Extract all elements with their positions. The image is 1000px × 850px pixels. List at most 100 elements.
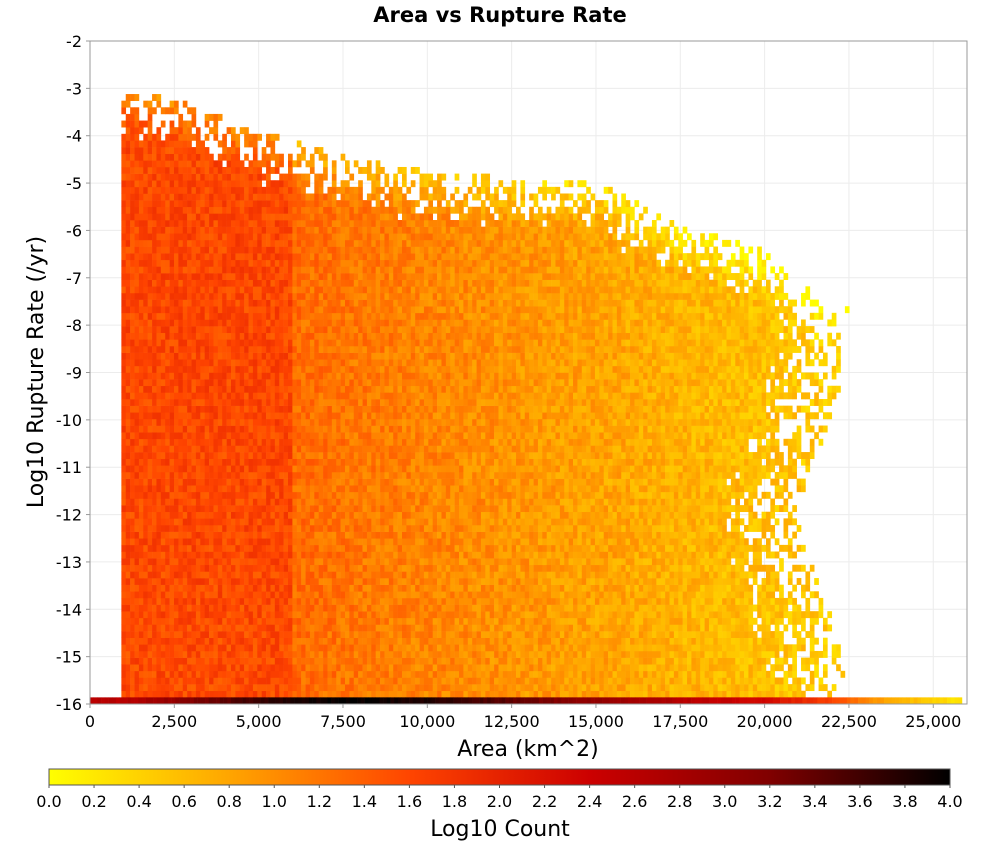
- heatmap-cell: [362, 571, 368, 579]
- heatmap-cell: [358, 432, 363, 440]
- heatmap-cell: [371, 578, 376, 585]
- heatmap-cell: [178, 306, 184, 314]
- heatmap-cell: [318, 345, 324, 353]
- heatmap-cell: [160, 339, 166, 347]
- heatmap-cell: [266, 564, 271, 572]
- heatmap-cell: [248, 432, 254, 440]
- heatmap-cell: [239, 670, 245, 678]
- heatmap-cell: [152, 524, 157, 532]
- heatmap-cell: [371, 312, 376, 320]
- heatmap-cell: [209, 637, 214, 645]
- heatmap-cell: [274, 471, 280, 479]
- heatmap-cell: [327, 299, 333, 307]
- heatmap-cell: [134, 664, 140, 672]
- heatmap-cell: [152, 133, 157, 141]
- heatmap-cell: [134, 412, 140, 420]
- heatmap-cell: [156, 518, 162, 526]
- heatmap-cell: [200, 259, 205, 267]
- heatmap-cell: [327, 657, 333, 665]
- heatmap-cell: [314, 345, 319, 353]
- heatmap-cell: [318, 544, 324, 552]
- heatmap-cell: [252, 379, 258, 387]
- heatmap-cell: [173, 551, 179, 559]
- heatmap-cell: [248, 239, 254, 247]
- heatmap-cell: [274, 578, 280, 585]
- heatmap-cell: [287, 564, 293, 572]
- heatmap-cell: [230, 432, 236, 440]
- heatmap-cell: [156, 578, 162, 585]
- heatmap-cell: [130, 452, 135, 459]
- heatmap-cell: [130, 133, 135, 141]
- heatmap-cell: [138, 584, 144, 592]
- heatmap-cell: [266, 485, 271, 493]
- heatmap-cell: [187, 259, 192, 267]
- heatmap-cell: [257, 624, 262, 632]
- heatmap-cell: [301, 690, 306, 698]
- heatmap-cell: [318, 418, 324, 426]
- heatmap-cell: [371, 359, 376, 367]
- heatmap-cell: [200, 359, 205, 367]
- heatmap-cell: [375, 193, 381, 201]
- heatmap-cell: [252, 259, 258, 267]
- heatmap-cell: [366, 664, 372, 672]
- heatmap-cell: [138, 326, 144, 334]
- heatmap-cell: [130, 425, 135, 433]
- heatmap-cell: [296, 524, 302, 532]
- heatmap-cell: [156, 365, 162, 373]
- heatmap-cell: [371, 352, 376, 360]
- heatmap-cell: [213, 650, 219, 658]
- heatmap-cell: [252, 684, 258, 692]
- heatmap-cell: [143, 511, 148, 519]
- heatmap-cell: [345, 438, 350, 446]
- heatmap-cell: [213, 505, 219, 513]
- heatmap-cell: [279, 650, 284, 658]
- heatmap-cell: [147, 518, 153, 526]
- heatmap-cell: [327, 200, 333, 208]
- heatmap-cell: [309, 544, 315, 552]
- heatmap-cell: [222, 445, 227, 453]
- heatmap-cell: [125, 326, 131, 334]
- heatmap-cell: [301, 379, 306, 387]
- heatmap-cell: [287, 438, 293, 446]
- heatmap-cell: [152, 677, 157, 685]
- heatmap-cell: [230, 657, 236, 665]
- heatmap-cell: [147, 677, 153, 685]
- heatmap-cell: [353, 452, 359, 459]
- heatmap-cell: [152, 233, 157, 241]
- heatmap-cell: [226, 458, 232, 466]
- heatmap-cell: [156, 438, 162, 446]
- heatmap-cell: [147, 100, 153, 108]
- heatmap-cell: [143, 352, 148, 360]
- heatmap-cell: [244, 332, 249, 340]
- heatmap-cell: [222, 597, 227, 605]
- heatmap-cell: [340, 352, 346, 360]
- heatmap-cell: [353, 385, 359, 393]
- heatmap-cell: [244, 631, 249, 638]
- heatmap-cell: [200, 485, 205, 493]
- heatmap-cell: [209, 220, 214, 227]
- heatmap-cell: [130, 478, 135, 486]
- heatmap-cell: [152, 604, 157, 612]
- heatmap-cell: [143, 193, 148, 201]
- heatmap-cell: [287, 352, 293, 360]
- heatmap-cell: [375, 471, 381, 479]
- heatmap-cell: [327, 544, 333, 552]
- heatmap-cell: [358, 438, 363, 446]
- heatmap-cell: [147, 345, 153, 353]
- heatmap-cell: [138, 637, 144, 645]
- heatmap-cell: [248, 425, 254, 433]
- heatmap-cell: [380, 551, 385, 559]
- heatmap-cell: [217, 677, 223, 685]
- heatmap-cell: [314, 365, 319, 373]
- heatmap-cell: [187, 471, 192, 479]
- heatmap-cell: [209, 584, 214, 592]
- heatmap-cell: [156, 452, 162, 459]
- heatmap-cell: [169, 359, 175, 367]
- heatmap-cell: [125, 538, 131, 546]
- heatmap-cell: [182, 684, 188, 692]
- heatmap-cell: [296, 173, 302, 181]
- heatmap-cell: [134, 445, 140, 453]
- heatmap-cell: [380, 531, 385, 539]
- heatmap-cell: [187, 684, 192, 692]
- heatmap-cell: [296, 644, 302, 652]
